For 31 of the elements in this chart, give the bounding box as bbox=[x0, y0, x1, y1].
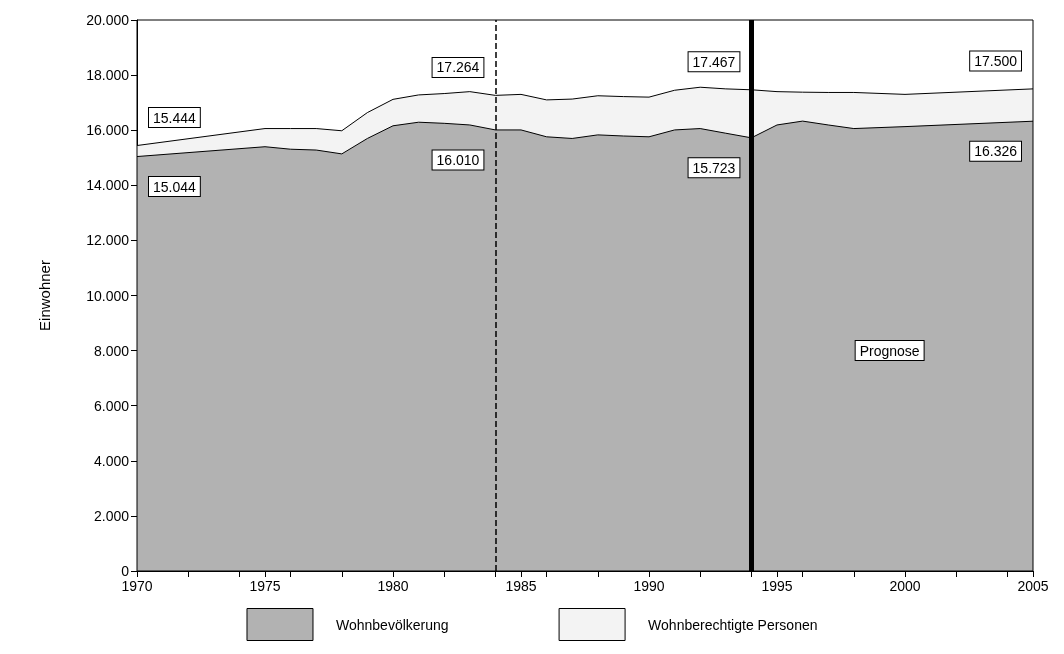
x-tick-label: 2000 bbox=[889, 578, 921, 594]
y-tick-label: 18.000 bbox=[86, 67, 130, 84]
y-tick-label: 6.000 bbox=[93, 397, 130, 414]
y-tick-label: 20.000 bbox=[86, 12, 130, 28]
annotation: 16.010 bbox=[436, 151, 480, 168]
annotation: 16.326 bbox=[974, 143, 1018, 160]
legend-label: Wohnberechtigte Personen bbox=[648, 616, 818, 633]
y-tick-label: 4.000 bbox=[93, 452, 130, 469]
y-tick-label: 10.000 bbox=[86, 287, 130, 304]
annotation: Prognose bbox=[859, 342, 920, 359]
x-tick-label: 1980 bbox=[377, 578, 409, 594]
x-tick-label: 2005 bbox=[1017, 578, 1049, 594]
x-tick-label: 1975 bbox=[249, 578, 281, 594]
y-tick-label: 8.000 bbox=[93, 342, 130, 359]
annotation: 15.044 bbox=[153, 178, 197, 195]
annotation: 15.444 bbox=[153, 109, 197, 126]
x-tick-label: 1985 bbox=[505, 578, 537, 594]
y-tick-label: 12.000 bbox=[86, 232, 130, 249]
annotation: 17.500 bbox=[974, 52, 1018, 69]
y-tick-label: 14.000 bbox=[86, 177, 130, 194]
y-tick-label: 0 bbox=[121, 563, 130, 579]
annotation: 15.723 bbox=[692, 159, 736, 176]
annotation: 17.264 bbox=[436, 59, 480, 76]
x-tick-label: 1990 bbox=[633, 578, 665, 594]
y-axis-title: Einwohner bbox=[36, 260, 53, 331]
y-tick-label: 16.000 bbox=[86, 122, 130, 139]
x-tick-label: 1995 bbox=[761, 578, 793, 594]
legend-label: Wohnbevölkerung bbox=[336, 616, 449, 633]
y-tick-label: 2.000 bbox=[93, 507, 130, 524]
x-tick-label: 1970 bbox=[121, 578, 153, 594]
annotation: 17.467 bbox=[692, 53, 736, 70]
